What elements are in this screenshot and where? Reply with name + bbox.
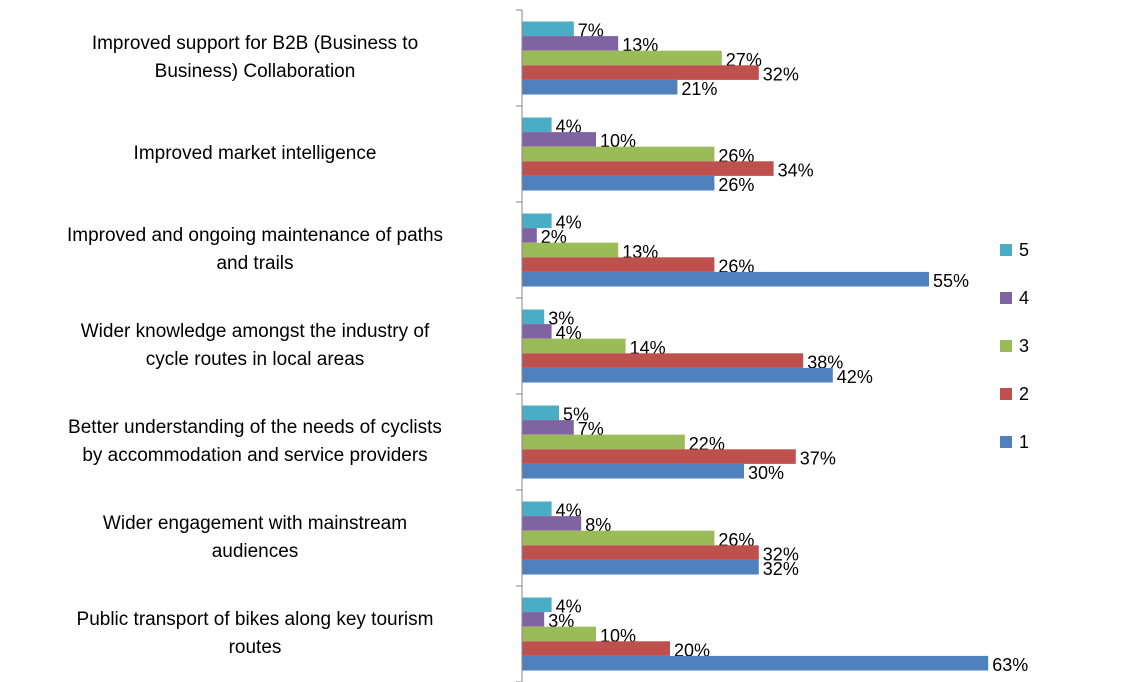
bar [522,655,989,671]
bar [522,612,545,627]
bar [522,36,619,51]
legend-swatch [1000,388,1012,400]
bar [522,213,552,229]
category-label: Public transport of bikes along key tour… [76,609,434,658]
bar [522,434,685,450]
data-label: 10% [600,131,636,151]
bar [522,21,574,37]
bar [522,50,722,66]
legend-swatch [1000,340,1012,352]
data-label: 3% [548,611,574,631]
data-label: 10% [600,626,636,646]
data-label: 4% [556,323,582,343]
data-label: 55% [933,271,969,291]
bar [522,597,552,613]
bar [522,338,626,354]
data-label: 4% [556,597,582,617]
data-label: 63% [992,655,1028,675]
bar [522,405,559,421]
bar [522,161,774,176]
bar [522,79,678,95]
data-label: 14% [630,338,666,358]
data-label: 32% [763,64,799,84]
data-label: 38% [807,352,843,372]
bar [522,353,804,368]
data-label: 2% [541,227,567,247]
data-label: 26% [718,530,754,550]
bar [522,228,537,243]
bar [522,420,574,435]
bar [522,175,715,191]
data-label: 26% [718,256,754,276]
data-label: 13% [622,35,658,55]
legend-label: 2 [1019,384,1029,404]
data-label: 7% [578,21,604,41]
data-label: 37% [800,448,836,468]
bar [522,530,715,546]
data-label: 32% [763,559,799,579]
bar [522,146,715,162]
legend-label: 3 [1019,336,1029,356]
bar [522,242,619,258]
legend-swatch [1000,292,1012,304]
bar [522,257,715,272]
data-label: 32% [763,544,799,564]
data-label: 4% [556,117,582,137]
category-label: Improved market intelligence [133,143,377,164]
legend-swatch [1000,436,1012,448]
data-label: 4% [556,501,582,521]
data-label: 26% [718,175,754,195]
bar [522,132,596,147]
bar [522,449,796,464]
bar [522,367,833,383]
data-label: 21% [681,79,717,99]
category-label: Better understanding of the needs of cyc… [68,417,442,466]
category-label: Improved and ongoing maintenance of path… [66,225,444,274]
data-label: 26% [718,146,754,166]
bar [522,324,552,339]
data-label: 5% [563,405,589,425]
bar [522,271,929,287]
data-label: 4% [556,213,582,233]
data-label: 7% [578,419,604,439]
legend-label: 1 [1019,432,1029,452]
bar [522,117,552,133]
bar [522,641,670,656]
bar [522,559,759,575]
legend-label: 4 [1019,288,1029,308]
data-label: 30% [748,463,784,483]
bar [522,626,596,642]
data-label: 27% [726,50,762,70]
bar [522,463,744,479]
data-label: 13% [622,242,658,262]
legend-label: 5 [1019,240,1029,260]
category-label: Wider engagement with mainstream audienc… [102,513,408,562]
category-label: Wider knowledge amongst the industry of … [80,321,430,370]
bar [522,501,552,517]
data-label: 3% [548,309,574,329]
bar [522,65,759,80]
bar [522,516,582,531]
data-label: 34% [778,160,814,180]
bar [522,545,759,560]
data-label: 22% [689,434,725,454]
category-label: Improved support for B2B (Business to Bu… [91,33,419,82]
bar [522,309,545,325]
data-label: 42% [837,367,873,387]
data-label: 8% [585,515,611,535]
data-label: 20% [674,640,710,660]
legend-swatch [1000,244,1012,256]
